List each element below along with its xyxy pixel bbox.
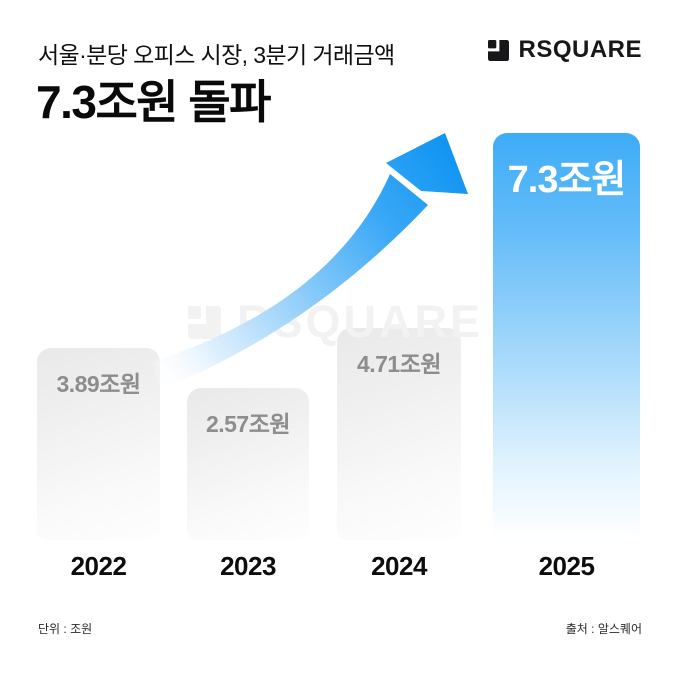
rsquare-logo-text: RSQUARE	[518, 36, 642, 63]
bar-2025-highlight: 7.3조원	[493, 133, 640, 540]
x-axis-label-2025: 2025	[538, 551, 595, 581]
unit-note: 단위 : 조원	[38, 622, 93, 636]
bar-value-label: 4.71조원	[356, 351, 442, 377]
x-axis-label-2024: 2024	[371, 551, 427, 581]
bar-value-label: 2.57조원	[205, 411, 291, 437]
bar-value-label: 7.3조원	[507, 159, 627, 201]
page-title: 7.3조원 돌파	[36, 76, 272, 128]
x-axis-label-2023: 2023	[220, 551, 276, 581]
chart-subtitle: 서울·분당 오피스 시장, 3분기 거래금액	[38, 42, 395, 68]
x-axis-label-2022: 2022	[70, 551, 127, 581]
bar-2024: 4.71조원	[337, 328, 461, 540]
bar-2023: 2.57조원	[187, 388, 309, 540]
source-note: 출처 : 알스퀘어	[565, 622, 642, 636]
bar-value-label: 3.89조원	[56, 371, 141, 397]
bar-2022: 3.89조원	[37, 348, 160, 540]
rsquare-watermark-icon	[188, 305, 221, 339]
rsquare-logo: RSQUARE	[488, 36, 642, 64]
rsquare-logo-icon	[488, 39, 510, 61]
